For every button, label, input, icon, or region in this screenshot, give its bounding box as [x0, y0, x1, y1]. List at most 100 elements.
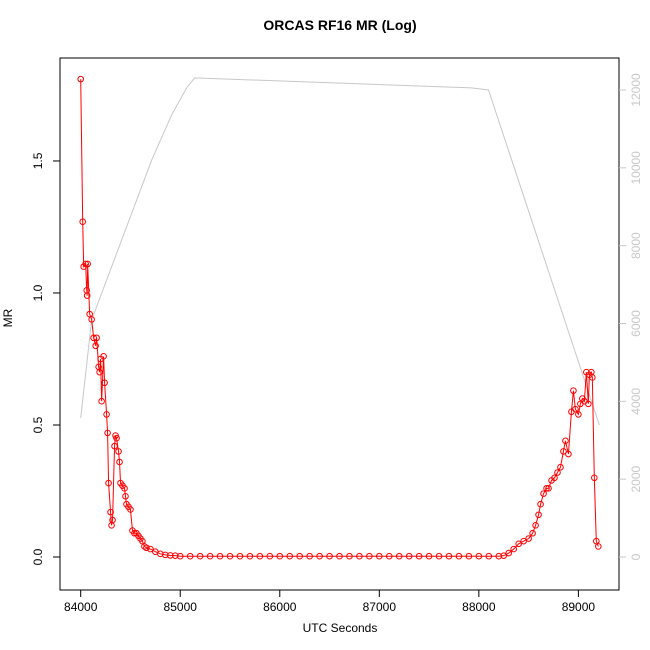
data-point	[485, 552, 493, 560]
plot-frame	[59, 57, 620, 591]
data-point	[121, 485, 128, 492]
data-point	[147, 545, 154, 553]
data-point	[591, 474, 598, 482]
data-point	[266, 552, 274, 560]
data-point	[366, 552, 373, 560]
data-point	[186, 552, 194, 560]
data-point	[166, 552, 174, 559]
data-point	[336, 552, 343, 560]
data-point	[162, 551, 169, 559]
data-point	[116, 458, 123, 466]
data-point	[226, 552, 234, 560]
data-point	[376, 552, 383, 560]
data-point	[515, 540, 522, 548]
data-point	[276, 552, 284, 560]
data-point	[100, 353, 107, 360]
data-point	[551, 474, 558, 482]
x-tick-label: 89000	[562, 600, 596, 614]
data-point	[88, 316, 95, 323]
series-line	[80, 79, 599, 557]
y2-tick-label: 0	[629, 553, 643, 560]
y-tick-label: 0.0	[31, 548, 45, 565]
data-point	[525, 535, 532, 542]
data-point	[306, 552, 313, 560]
series-line	[80, 77, 600, 426]
data-point	[326, 552, 333, 560]
data-point	[122, 492, 129, 500]
data-point	[505, 549, 513, 557]
data-point	[435, 552, 443, 560]
data-point	[104, 429, 111, 437]
x-tick-label: 87000	[363, 600, 397, 614]
data-point	[176, 552, 184, 560]
chart-title: ORCAS RF16 MR (Log)	[263, 17, 416, 33]
data-point	[93, 334, 100, 342]
data-point	[405, 552, 413, 560]
data-point	[557, 463, 564, 471]
data-point	[256, 552, 264, 560]
y-tick-label: 1.0	[31, 284, 45, 301]
data-point	[206, 552, 214, 560]
data-point	[415, 552, 423, 560]
data-point	[500, 552, 508, 559]
data-point	[475, 552, 483, 560]
data-point	[520, 537, 527, 545]
y2-tick-label: 2000	[629, 465, 643, 492]
data-point	[236, 552, 244, 560]
data-point	[510, 545, 517, 553]
data-point	[540, 490, 547, 497]
data-point	[455, 552, 463, 560]
data-point	[127, 506, 134, 513]
data-point	[445, 552, 453, 560]
data-point	[246, 552, 254, 560]
data-point	[96, 368, 103, 376]
x-tick-label: 88000	[462, 600, 496, 614]
data-point	[543, 485, 550, 492]
data-point	[529, 529, 536, 537]
data-point	[562, 437, 569, 445]
data-point	[286, 552, 294, 560]
data-point	[356, 552, 363, 560]
data-point	[532, 522, 539, 529]
data-point	[111, 442, 118, 450]
data-point	[425, 552, 433, 560]
data-point	[115, 448, 122, 455]
data-point	[535, 511, 542, 519]
x-tick-label: 85000	[164, 600, 198, 614]
data-point	[105, 479, 112, 487]
x-tick-label: 84000	[64, 600, 98, 614]
data-point	[575, 411, 582, 418]
y2-tick-label: 8000	[629, 232, 643, 259]
data-point	[90, 334, 97, 342]
data-point	[589, 374, 596, 381]
data-point	[346, 552, 353, 560]
data-point	[560, 448, 567, 455]
data-point	[216, 552, 224, 560]
data-point	[316, 552, 323, 560]
y-tick-label: 1.5	[31, 152, 45, 169]
data-point	[537, 500, 544, 508]
data-point	[101, 379, 108, 387]
data-point	[109, 516, 116, 524]
data-point	[196, 552, 204, 560]
y2-tick-label: 4000	[629, 388, 643, 415]
data-point	[107, 508, 114, 516]
data-point	[585, 400, 592, 408]
data-point	[565, 450, 572, 458]
data-point	[495, 552, 503, 560]
data-point	[92, 342, 99, 350]
data-point	[572, 405, 579, 413]
data-point	[554, 469, 561, 476]
data-point	[77, 75, 85, 83]
y-axis-label: MR	[1, 308, 15, 327]
y2-tick-label: 6000	[629, 310, 643, 337]
x-tick-label: 86000	[263, 600, 297, 614]
y-tick-label: 0.5	[31, 416, 45, 433]
data-point	[113, 434, 120, 442]
y2-tick-label: 12000	[629, 73, 643, 107]
data-point	[296, 552, 303, 560]
data-point	[395, 552, 403, 560]
data-point	[171, 552, 179, 559]
data-point	[79, 218, 86, 225]
